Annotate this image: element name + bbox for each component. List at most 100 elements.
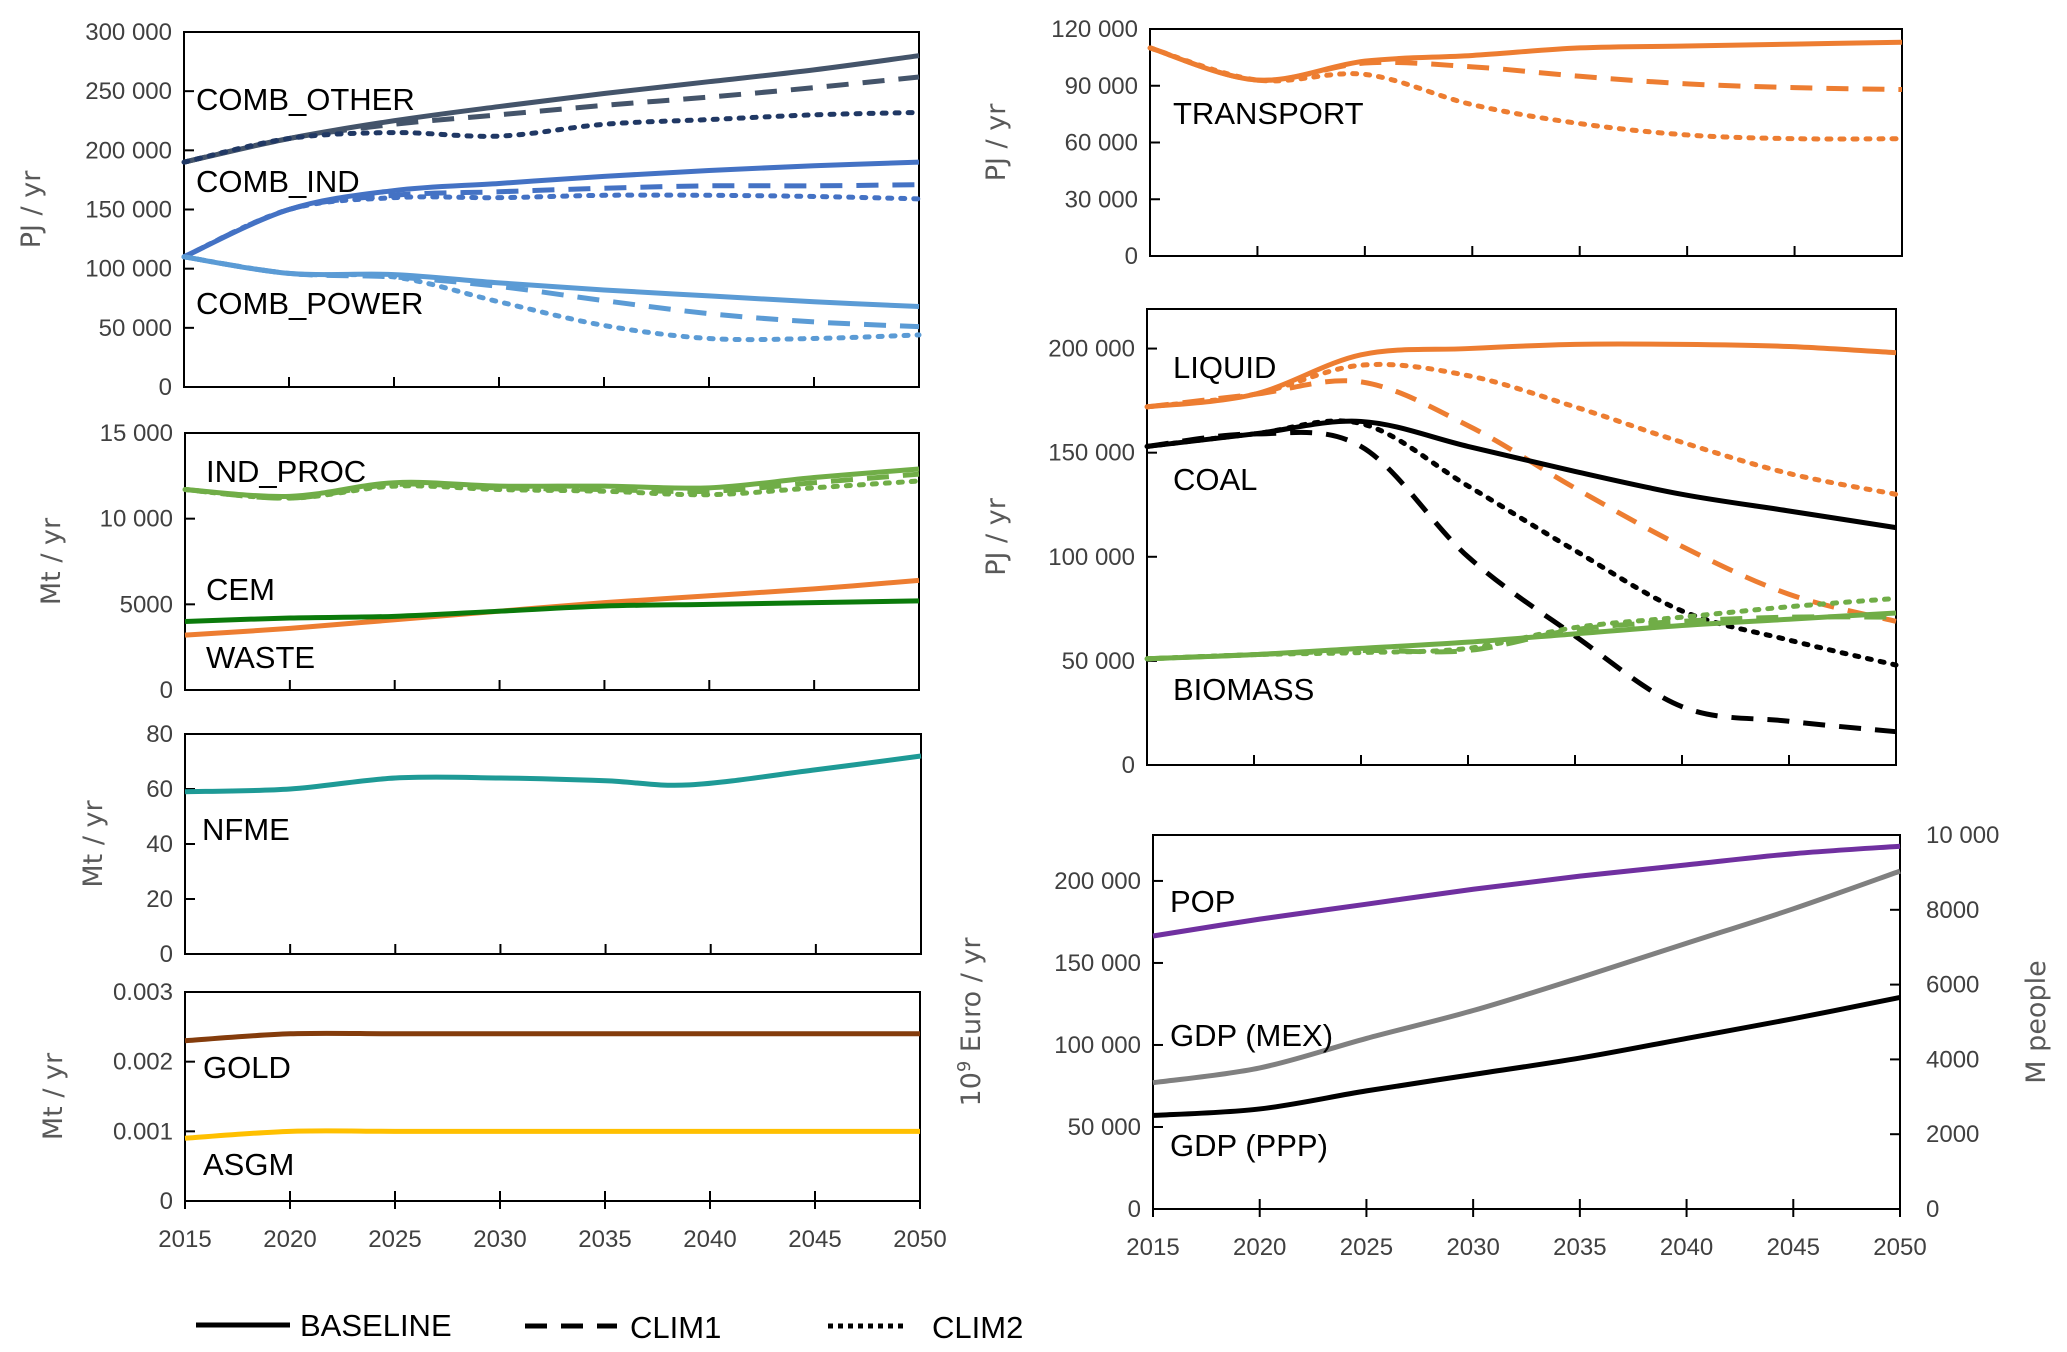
series-annotation: LIQUID (1173, 350, 1276, 385)
series-transport-baseline (1149, 39, 1903, 83)
y-tick-label: 150 000 (85, 197, 172, 224)
y-tick-label: 10 000 (100, 506, 173, 533)
plot-frame (184, 991, 921, 1202)
y-axis-title: PJ / yr (16, 170, 47, 248)
series-annotation: NFME (202, 812, 290, 847)
panel-combustion: 0 50 000 100 000 150 000 200 000 250 000 300 0… (16, 19, 922, 401)
series-annotation: COMB_POWER (196, 286, 423, 321)
y-tick-label: 60 000 (1065, 130, 1138, 157)
x-tick-label: 2045 (1767, 1234, 1820, 1261)
x-tick-label: 2045 (788, 1226, 841, 1253)
x-tick-label: 2040 (1660, 1234, 1713, 1261)
y-tick-label: 300 000 (85, 19, 172, 46)
y-tick-label: 0 (1128, 1196, 1141, 1223)
y-tick-label: 50 000 (1062, 648, 1135, 675)
y-tick-label: 0.002 (113, 1049, 173, 1076)
y-tick-label: 0 (160, 941, 173, 968)
y2-tick-label: 0 (1926, 1196, 1939, 1223)
series-pop-baseline (1152, 843, 1901, 939)
y-tick-label: 50 000 (1068, 1114, 1141, 1141)
y-tick-label: 5000 (120, 591, 173, 618)
y-tick-label: 100 000 (1054, 1032, 1141, 1059)
legend-label-baseline: BASELINE (300, 1308, 452, 1343)
series-transport-clim1 (1149, 45, 1903, 93)
series-annotation: COMB_IND (196, 164, 360, 199)
plot-frame (1152, 834, 1901, 1210)
y-tick-label: 100 000 (85, 256, 172, 283)
series-annotation: IND_PROC (206, 454, 366, 489)
y-tick-label: 20 (146, 886, 173, 913)
series-comb-other-clim2 (181, 109, 922, 165)
x-tick-label: 2020 (1233, 1234, 1286, 1261)
series-annotation: BIOMASS (1173, 672, 1314, 707)
legend: BASELINE CLIM1 CLIM2 (196, 1308, 1023, 1345)
x-tick-label: 2030 (473, 1226, 526, 1253)
series-coal-clim2 (1144, 418, 1899, 668)
y-axis-title: Mt / yr (36, 517, 67, 605)
panel-drivers: 0 50 000 100 000 150 000 200 000 0 2000 4000 600… (954, 822, 2052, 1261)
series-liquid-clim1 (1146, 378, 1897, 624)
series-comb-ind-clim1 (182, 182, 920, 260)
series-gold-baseline (184, 1030, 920, 1044)
plot-frame (184, 733, 922, 955)
panel-gold: 0 0.001 0.002 0.003 2015 2020 2025 2030 2035 2040… (38, 979, 947, 1253)
y-tick-label: 0 (160, 1188, 173, 1215)
y-tick-label: 250 000 (85, 78, 172, 105)
y-tick-label: 0 (1122, 752, 1135, 779)
y-tick-label: 30 000 (1065, 186, 1138, 213)
panel-industry: 0 5000 10 000 15 000 Mt / yr IND_PROC CEM WASTE (36, 420, 922, 704)
y-tick-label: 40 (146, 831, 173, 858)
series-coal-baseline (1146, 418, 1897, 531)
y-tick-label: 0 (160, 677, 173, 704)
y-tick-label: 150 000 (1054, 950, 1141, 977)
y-axis-title: Mt / yr (78, 799, 109, 887)
x-tick-label: 2050 (893, 1226, 946, 1253)
plot-frame (1149, 28, 1903, 257)
series-coal-clim1 (1146, 429, 1897, 735)
x-tick-label: 2025 (368, 1226, 421, 1253)
series-comb-power-clim2 (181, 254, 922, 343)
y-tick-label: 120 000 (1051, 16, 1138, 43)
y-axis-title: PJ / yr (981, 497, 1012, 575)
panel-nfme: 0 20 40 60 80 Mt / yr NFME (78, 721, 922, 968)
x-tick-label: 2015 (158, 1226, 211, 1253)
y-tick-label: 60 (146, 776, 173, 803)
y-tick-label: 200 000 (1054, 868, 1141, 895)
y-tick-label: 100 000 (1048, 544, 1135, 571)
y2-tick-label: 6000 (1926, 972, 1979, 999)
y-tick-label: 90 000 (1065, 73, 1138, 100)
series-biomass-clim2 (1144, 595, 1899, 662)
y-tick-label: 200 000 (85, 137, 172, 164)
y-tick-label: 0.001 (113, 1118, 173, 1145)
y-tick-label: 200 000 (1048, 336, 1135, 363)
series-gdp-ppp-baseline (1152, 994, 1901, 1118)
y-tick-label: 0.003 (113, 979, 173, 1006)
series-annotation: GDP (PPP) (1170, 1128, 1328, 1163)
series-comb-ind-clim2 (181, 192, 922, 260)
x-tick-label: 2050 (1873, 1234, 1926, 1261)
y-tick-label: 15 000 (100, 420, 173, 447)
y-axis-title: PJ / yr (981, 103, 1012, 181)
legend-label-clim1: CLIM1 (630, 1310, 721, 1345)
series-gdp-mex-baseline (1152, 868, 1901, 1086)
series-annotation: CEM (206, 572, 275, 607)
x-tick-label: 2020 (263, 1226, 316, 1253)
y2-tick-label: 4000 (1926, 1046, 1979, 1073)
series-liquid-clim2 (1144, 361, 1899, 497)
series-annotation: GDP (MEX) (1170, 1018, 1333, 1053)
panel-fuels: 0 50 000 100 000 150 000 200 000 PJ / yr LIQUI… (981, 308, 1899, 779)
y-axis-title: 109 Euro / yr (954, 937, 987, 1107)
y-tick-label: 150 000 (1048, 440, 1135, 467)
y-tick-label: 50 000 (99, 315, 172, 342)
y-tick-label: 80 (146, 721, 173, 748)
series-annotation: ASGM (203, 1147, 294, 1182)
x-tick-label: 2040 (683, 1226, 736, 1253)
series-annotation: POP (1170, 884, 1235, 919)
series-annotation: TRANSPORT (1173, 96, 1364, 131)
y2-axis-title: M people (2021, 960, 2052, 1083)
y-tick-label: 0 (1125, 243, 1138, 270)
y2-tick-label: 8000 (1926, 897, 1979, 924)
x-tick-label: 2035 (578, 1226, 631, 1253)
x-tick-label: 2015 (1126, 1234, 1179, 1261)
